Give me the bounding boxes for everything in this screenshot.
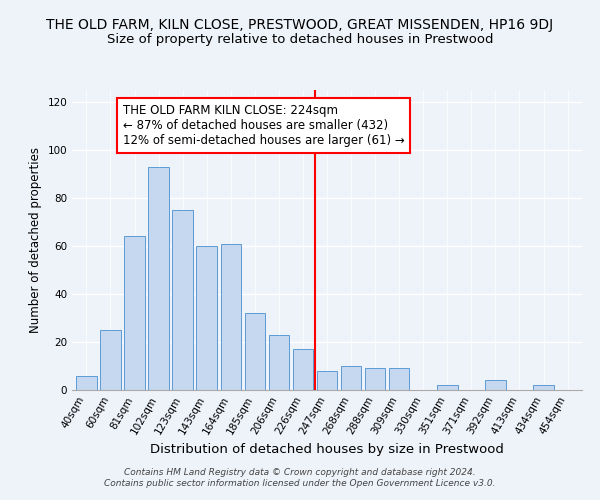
Bar bbox=[196, 246, 217, 390]
Bar bbox=[124, 236, 145, 390]
Bar bbox=[269, 335, 289, 390]
Bar bbox=[533, 385, 554, 390]
Text: Contains HM Land Registry data © Crown copyright and database right 2024.
Contai: Contains HM Land Registry data © Crown c… bbox=[104, 468, 496, 487]
Bar bbox=[100, 330, 121, 390]
Bar bbox=[293, 349, 313, 390]
Bar bbox=[76, 376, 97, 390]
Bar bbox=[148, 167, 169, 390]
Bar bbox=[245, 313, 265, 390]
Text: THE OLD FARM KILN CLOSE: 224sqm
← 87% of detached houses are smaller (432)
12% o: THE OLD FARM KILN CLOSE: 224sqm ← 87% of… bbox=[122, 104, 404, 148]
Bar bbox=[221, 244, 241, 390]
Text: THE OLD FARM, KILN CLOSE, PRESTWOOD, GREAT MISSENDEN, HP16 9DJ: THE OLD FARM, KILN CLOSE, PRESTWOOD, GRE… bbox=[46, 18, 554, 32]
Bar bbox=[172, 210, 193, 390]
Y-axis label: Number of detached properties: Number of detached properties bbox=[29, 147, 42, 333]
Bar bbox=[365, 368, 385, 390]
Bar bbox=[317, 371, 337, 390]
Bar bbox=[485, 380, 506, 390]
X-axis label: Distribution of detached houses by size in Prestwood: Distribution of detached houses by size … bbox=[150, 444, 504, 456]
Bar bbox=[341, 366, 361, 390]
Bar bbox=[389, 368, 409, 390]
Bar bbox=[437, 385, 458, 390]
Text: Size of property relative to detached houses in Prestwood: Size of property relative to detached ho… bbox=[107, 32, 493, 46]
